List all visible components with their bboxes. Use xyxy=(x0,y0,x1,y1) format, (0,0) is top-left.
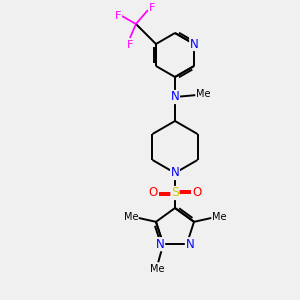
Text: N: N xyxy=(190,38,198,50)
Text: F: F xyxy=(149,3,155,13)
Text: Me: Me xyxy=(150,264,164,274)
Text: F: F xyxy=(127,40,133,50)
Text: N: N xyxy=(156,238,165,251)
Text: N: N xyxy=(171,167,179,179)
Text: Me: Me xyxy=(196,89,210,99)
Text: F: F xyxy=(115,11,121,21)
Text: O: O xyxy=(148,187,158,200)
Text: O: O xyxy=(192,187,202,200)
Text: N: N xyxy=(171,91,179,103)
Text: Me: Me xyxy=(212,212,226,222)
Text: S: S xyxy=(171,187,179,200)
Text: Me: Me xyxy=(124,212,138,222)
Text: N: N xyxy=(185,238,194,251)
